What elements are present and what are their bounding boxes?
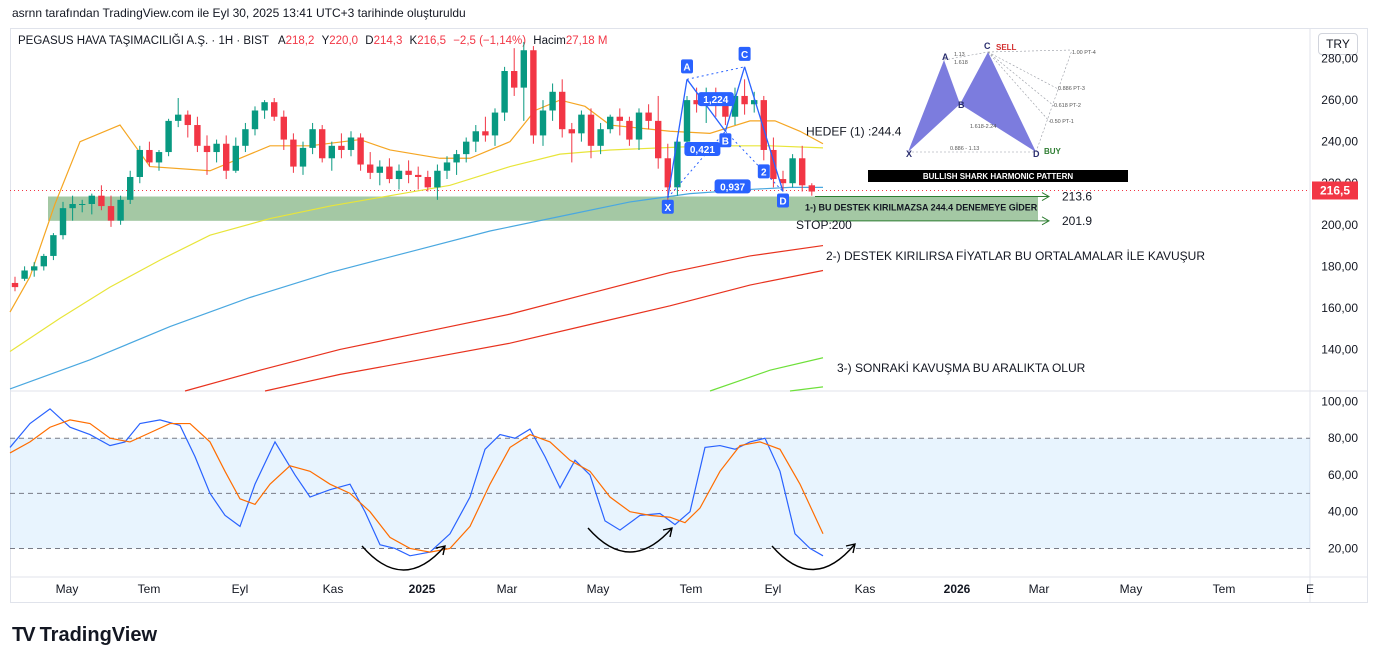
open-label: A — [277, 35, 286, 47]
tradingview-mark-icon: TV — [12, 624, 36, 646]
high-label: Y — [321, 35, 330, 47]
low-value: 214,3 — [373, 35, 403, 47]
currency-button[interactable]: TRY — [1318, 33, 1358, 55]
high-value: 220,0 — [329, 35, 359, 47]
snapshot-caption: asrnn tarafından TradingView.com ile Eyl… — [12, 6, 466, 20]
low-label: D — [365, 35, 374, 47]
symbol-name[interactable]: PEGASUS HAVA TAŞIMACILIĞI A.Ş. · 1H · BI… — [18, 35, 269, 47]
tradingview-logo[interactable]: TV TradingView — [12, 624, 157, 647]
chart-frame — [10, 28, 1368, 603]
change-value: −2,5 (−1,14%) — [453, 35, 527, 47]
open-value: 218,2 — [285, 35, 315, 47]
close-value: 216,5 — [417, 35, 446, 47]
volume-value: 27,18 M — [565, 35, 608, 47]
close-label: K — [409, 35, 418, 47]
brand-name: TradingView — [39, 624, 158, 646]
volume-label: Hacim — [533, 35, 566, 47]
symbol-legend: PEGASUS HAVA TAŞIMACILIĞI A.Ş. · 1H · BI… — [18, 35, 607, 47]
